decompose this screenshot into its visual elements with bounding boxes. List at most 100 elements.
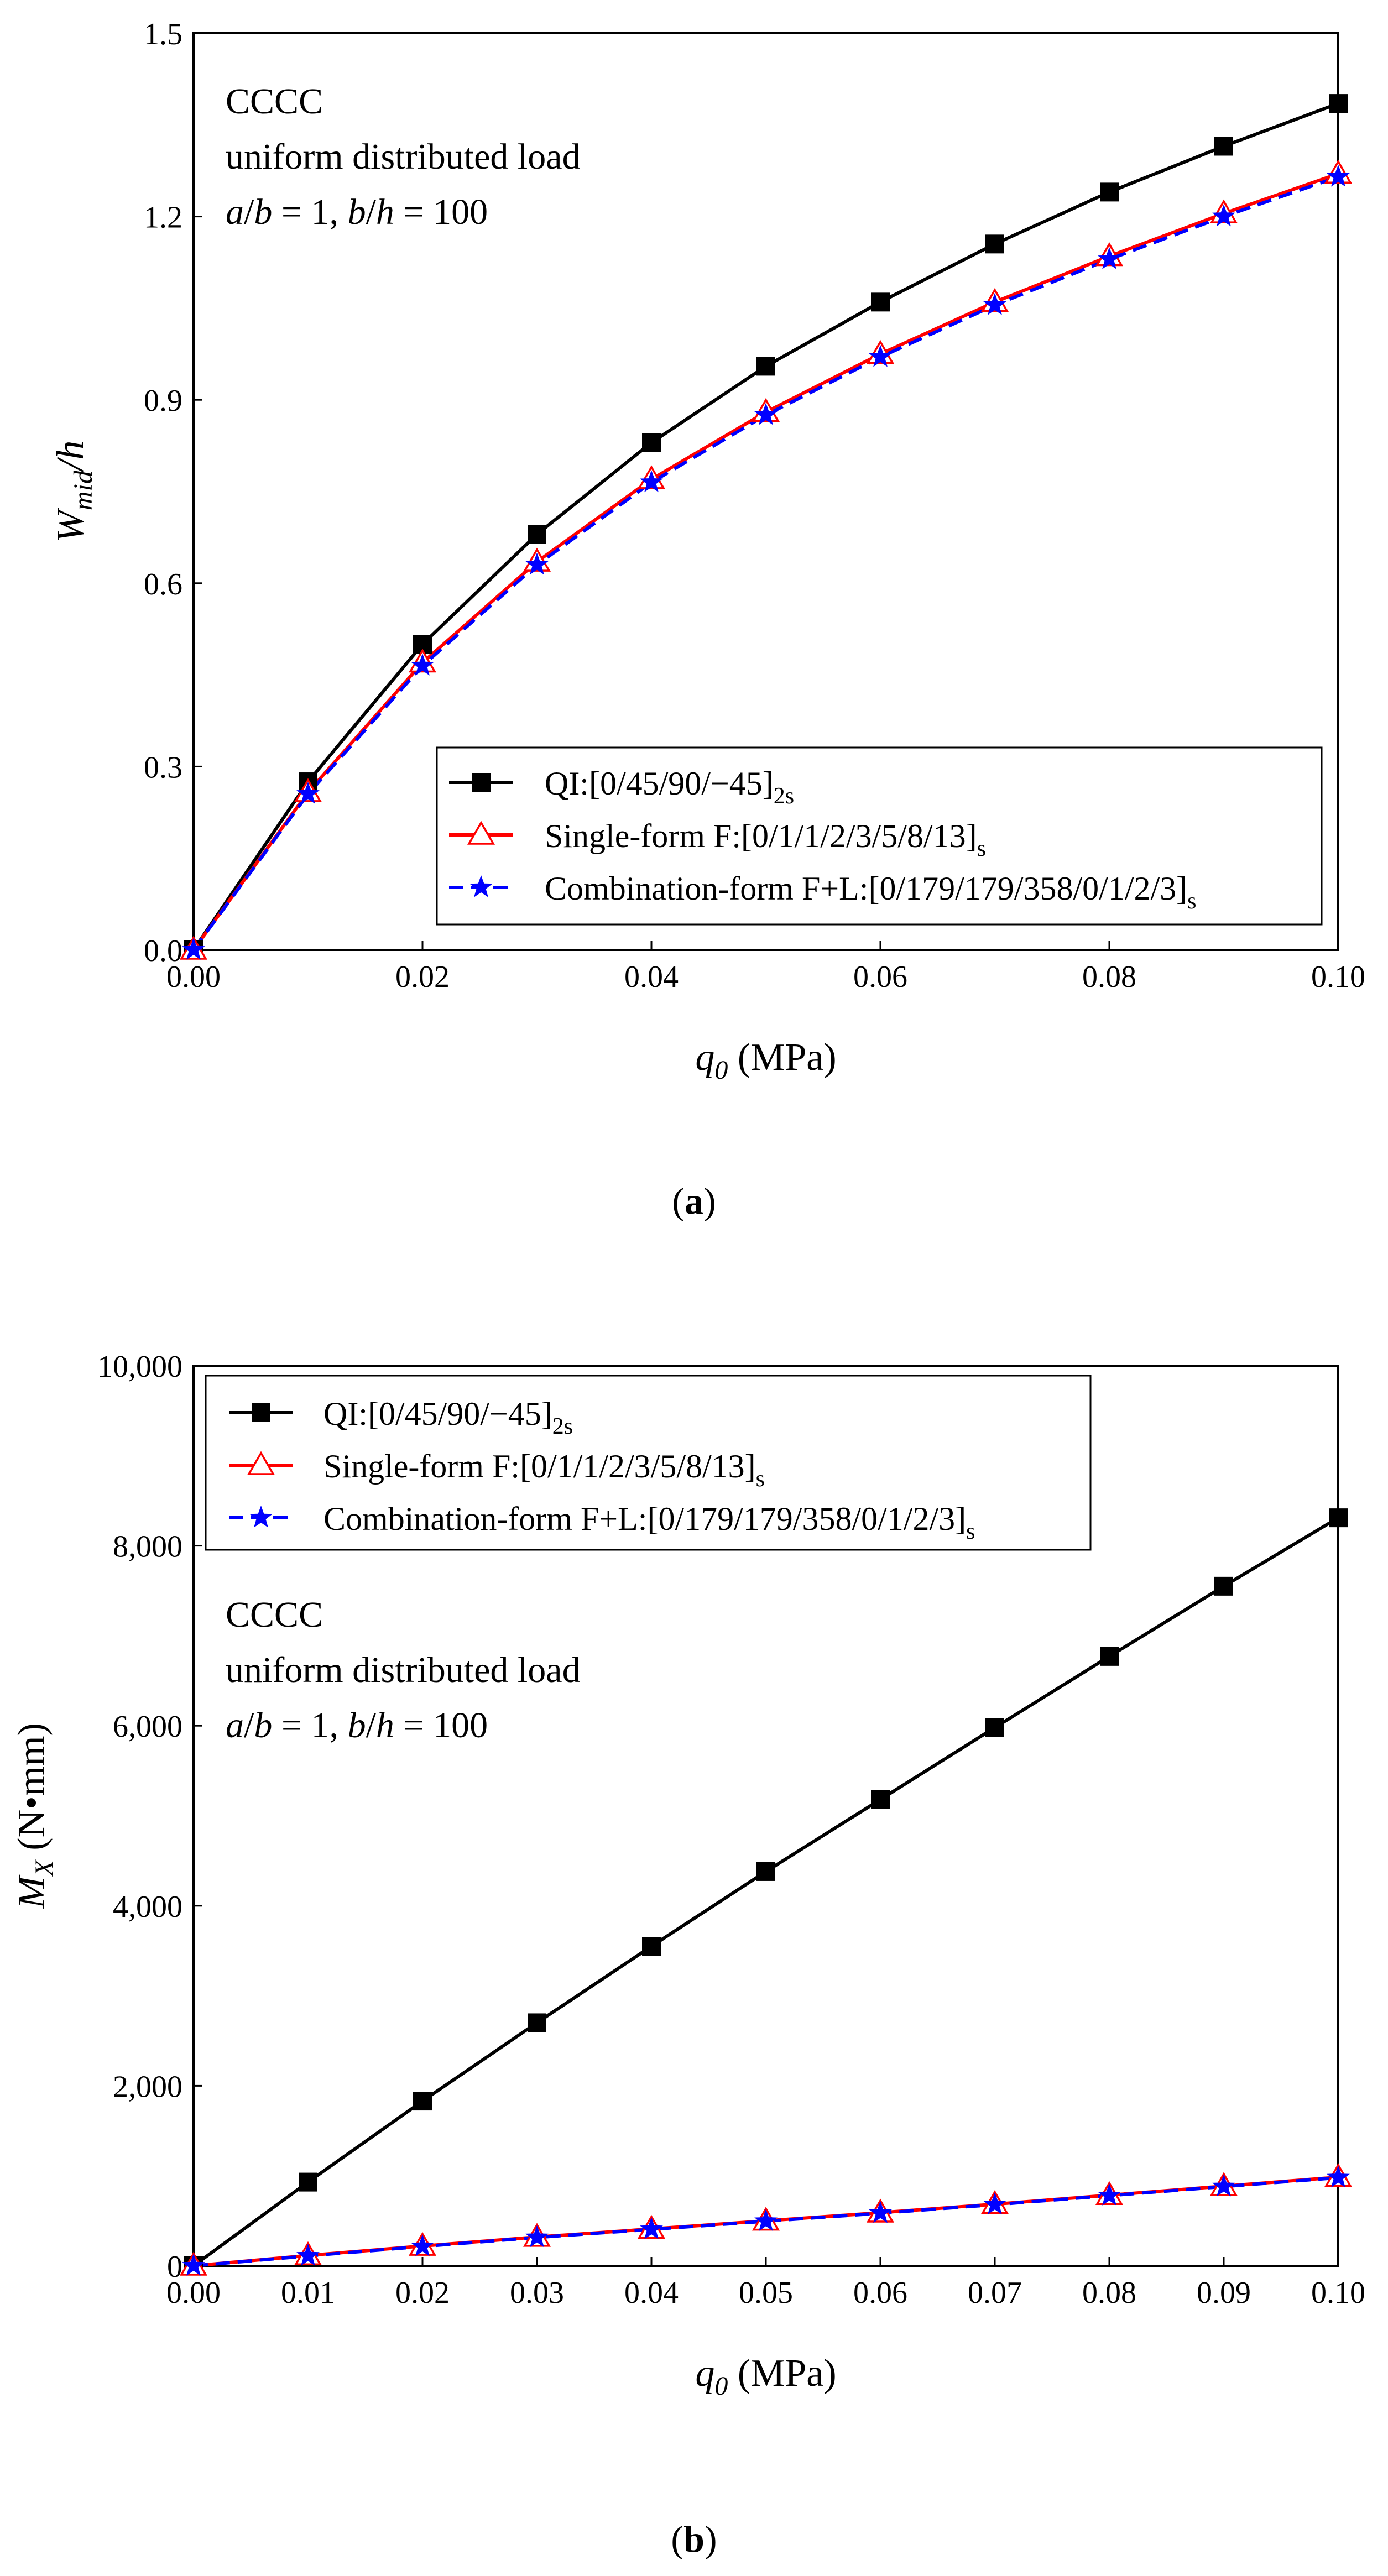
a-ylabel-sub: mid [69, 470, 98, 510]
panel-a-ytick-label: 0.9 [144, 384, 182, 418]
legend-sample-qi [229, 1403, 293, 1422]
panel-b-point-combination [1098, 2183, 1121, 2206]
b-ann-b1: b [254, 1705, 272, 1746]
a-caption-close: ) [703, 1180, 716, 1222]
a-xlabel-sym: q [695, 1036, 714, 1079]
panel-a-ytick-label: 0.3 [144, 750, 182, 785]
legend-marker-combination [249, 1506, 273, 1528]
a-caption-letter: a [685, 1180, 703, 1222]
panel-b-legend-single-label: Single-form F:[0/1/1/2/3/5/8/13]s [323, 1448, 765, 1492]
panel-a-point-combination [754, 403, 778, 425]
panel-b-xtick-label: 0.08 [1082, 2276, 1136, 2310]
panel-b-point-qi [1100, 1647, 1119, 1666]
panel-b-caption: (b) [671, 2518, 717, 2560]
panel-a-annotation-line1: CCCC [226, 81, 323, 122]
panel-a-point-qi [756, 357, 775, 376]
panel-b-xtick-label: 0.00 [166, 2276, 221, 2310]
panel-a-point-qi [642, 433, 661, 452]
panel-a-xtick-label: 0.08 [1082, 960, 1136, 994]
ann-eq2: = 100 [394, 192, 488, 232]
b-xlabel-sub: 0 [714, 2371, 728, 2401]
b-xlabel-sym: q [695, 2352, 714, 2395]
panel-b-point-combination [1212, 2174, 1235, 2197]
panel-b-series-lines [192, 1516, 1339, 2267]
panel-a-point-qi [528, 525, 546, 544]
a-xlabel-sub: 0 [714, 1056, 728, 1085]
panel-b-point-qi [642, 1937, 661, 1956]
panel-a-xtick-label: 0.00 [166, 960, 221, 994]
panel-b-legend-qi-label: QI:[0/45/90/−45]2s [323, 1396, 573, 1439]
ann-slash2: / [366, 192, 377, 232]
panel-a-caption: (a) [672, 1180, 716, 1222]
panel-b-point-combination [1327, 2165, 1350, 2188]
panel-b-xtick-label: 0.01 [281, 2276, 335, 2310]
panel-a-ytick-label: 1.2 [144, 201, 182, 235]
panel-a-point-qi [985, 234, 1004, 254]
legend-qi-sub: 2s [774, 783, 794, 809]
panel-b-y-axis-label: MX (N•mm) [11, 1723, 59, 1909]
panel-b-xtick-label: 0.06 [853, 2276, 907, 2310]
ann-eq1: = 1, [272, 192, 347, 232]
panel-a-xtick-label: 0.02 [395, 960, 450, 994]
b-ann-slash1: / [244, 1705, 254, 1746]
panel-a-annotation-line2: uniform distributed load [226, 137, 581, 177]
panel-b-point-qi [528, 2013, 546, 2032]
panel-a-legend: QI:[0/45/90/−45]2s Single-form F:[0/1/1/… [436, 746, 1323, 926]
b-ylabel-sym: M [11, 1874, 53, 1909]
legend-combination-sub: s [1187, 889, 1196, 914]
b-caption-close: ) [705, 2518, 717, 2560]
b-legend-single-sub: s [756, 1466, 765, 1492]
a-caption-open: ( [672, 1180, 685, 1222]
legend-sample-combination [229, 1506, 293, 1528]
panel-b-xtick-label: 0.10 [1311, 2276, 1365, 2310]
legend-sample-combination [449, 875, 513, 897]
panel-b-xtick-label: 0.03 [510, 2276, 564, 2310]
panel-a-point-combination [525, 552, 549, 575]
panel-b-point-qi [1214, 1576, 1233, 1596]
ann-b1: b [254, 192, 272, 232]
panel-b-xtick-label: 0.02 [395, 2276, 450, 2310]
panel-b-point-qi [985, 1718, 1004, 1737]
panel-b-ytick-label: 8,000 [113, 1530, 182, 1564]
panel-b-point-qi [299, 2172, 317, 2192]
b-ylabel-rest: (N•mm) [11, 1723, 53, 1860]
panel-b-annotation-line2: uniform distributed load [226, 1650, 581, 1690]
panel-a-point-combination [1212, 204, 1235, 227]
panel-b-point-combination [411, 2234, 434, 2256]
panel-a-ytick-label: 0.6 [144, 567, 182, 602]
panel-a-legend-box [436, 746, 1323, 926]
panel-b-point-qi [413, 2092, 432, 2111]
legend-marker-single [247, 1451, 275, 1475]
b-legend-qi-main: QI:[0/45/90/−45] [323, 1396, 552, 1432]
panel-b-series-line-combination [193, 2176, 1339, 2267]
a-ylabel-rest: /h [49, 441, 92, 473]
panel-b-legend-box [205, 1375, 1092, 1551]
b-legend-qi-sub: 2s [552, 1414, 573, 1439]
legend-single-sub: s [977, 836, 986, 861]
ann-a: a [226, 192, 244, 232]
b-ann-slash2: / [366, 1705, 377, 1746]
b-ylabel-sub: X [30, 1859, 59, 1878]
panel-a-ticks: 0.00 0.02 0.04 0.06 0.08 0.10 0.0 0.3 0.6 0.9 1.2 1… [144, 17, 1365, 994]
legend-marker-combination [469, 875, 493, 897]
panel-a-xtick-label: 0.04 [624, 960, 679, 994]
legend-sample-qi [449, 773, 513, 792]
legend-single-main: Single-form F:[0/1/1/2/3/5/8/13] [545, 818, 977, 854]
panel-a-point-combination [640, 470, 663, 493]
a-ylabel-sym: W [49, 507, 92, 542]
b-ann-eq2: = 100 [394, 1705, 488, 1746]
panel-b-point-qi [756, 1862, 775, 1881]
panel-b-point-combination [182, 2254, 205, 2276]
panel-a-xtick-label: 0.06 [853, 960, 907, 994]
panel-a-ytick-label: 0.0 [144, 934, 182, 968]
b-legend-combination-sub: s [966, 1519, 975, 1544]
legend-marker-qi [252, 1403, 270, 1422]
b-legend-combination-main: Combination-form F+L:[0/179/179/358/0/1/… [323, 1501, 966, 1537]
panel-a-point-qi [1329, 94, 1348, 113]
panel-b-point-combination [754, 2209, 778, 2232]
b-ann-b2: b [348, 1705, 366, 1746]
panel-a-chart: 0.00 0.02 0.04 0.06 0.08 0.10 0.0 0.3 0.6 0.9 1.2 1… [49, 17, 1365, 1222]
panel-b-chart: 0.00 0.01 0.02 0.03 0.04 0.05 0.06 0.07 0.08 0.09… [11, 1350, 1365, 2560]
panel-a-point-qi [1214, 137, 1233, 156]
